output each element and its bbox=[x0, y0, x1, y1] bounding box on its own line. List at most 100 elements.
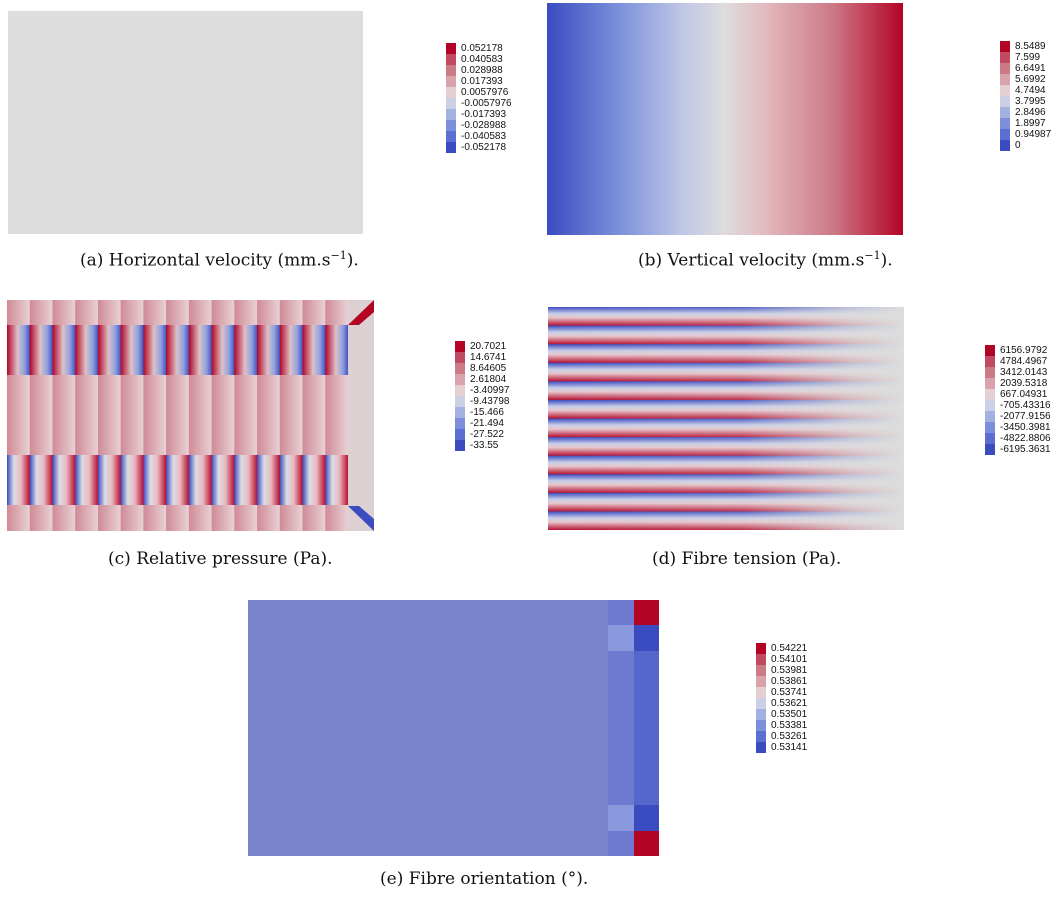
colorbar-tick-label: -3.40997 bbox=[470, 385, 510, 396]
colorbar-swatch bbox=[1000, 63, 1010, 74]
colorbar-swatch bbox=[1000, 85, 1010, 96]
pressure-cell bbox=[211, 505, 235, 531]
pressure-cell bbox=[143, 325, 167, 375]
pressure-cell bbox=[52, 425, 76, 455]
colorbar-swatch bbox=[455, 407, 465, 418]
pressure-cell bbox=[97, 425, 122, 455]
pressure-cell bbox=[7, 505, 31, 531]
pressure-cell bbox=[234, 425, 258, 455]
caption-d: (d) Fibre tension (Pa). bbox=[652, 549, 841, 569]
pressure-cell bbox=[143, 455, 167, 505]
pressure-cell bbox=[166, 505, 190, 531]
colorbar-tick-label: 0.017393 bbox=[461, 76, 503, 87]
colorbar-tick-label: 0.0057976 bbox=[461, 87, 509, 98]
pressure-cell bbox=[325, 375, 349, 425]
pressure-cell bbox=[279, 325, 304, 375]
pressure-cell bbox=[279, 455, 304, 505]
pressure-cell bbox=[302, 300, 326, 325]
colorbar-swatch bbox=[756, 720, 766, 731]
colorbar-tick-label: 0.040583 bbox=[461, 54, 503, 65]
colorbar-swatch bbox=[985, 433, 995, 444]
pressure-cell bbox=[257, 455, 281, 505]
pressure-cell bbox=[7, 425, 31, 455]
colorbar-tick-label: 3.7995 bbox=[1015, 96, 1046, 107]
colorbar-tick-label: -3450.3981 bbox=[1000, 422, 1051, 433]
colorbar-tick-label: 2.61804 bbox=[470, 374, 507, 385]
caption-a-sup: −1 bbox=[330, 249, 347, 262]
colorbar-swatch bbox=[756, 665, 766, 676]
colorbar-tick-label: -0.0057976 bbox=[461, 98, 512, 109]
pressure-cell bbox=[97, 455, 122, 505]
colorbar-tick-label: 5.6992 bbox=[1015, 74, 1046, 85]
colorbar-tick-label: -21.494 bbox=[470, 418, 504, 429]
pressure-cell bbox=[302, 325, 326, 375]
field-fibre-orientation bbox=[248, 600, 659, 856]
pressure-cell bbox=[75, 300, 99, 325]
orientation-plot bbox=[248, 600, 659, 856]
colorbar-swatch bbox=[446, 109, 456, 120]
pressure-cell bbox=[7, 455, 31, 505]
pressure-cell bbox=[257, 300, 281, 325]
pressure-cell bbox=[211, 375, 235, 425]
colorbar-tick-label: -0.017393 bbox=[461, 109, 507, 120]
colorbar-tick-label: 3412.0143 bbox=[1000, 367, 1048, 378]
pressure-cell bbox=[75, 425, 99, 455]
colorbar-swatch bbox=[985, 378, 995, 389]
pressure-cell bbox=[97, 375, 122, 425]
colorbar-swatch bbox=[455, 374, 465, 385]
colorbar-tick-label: 4784.4967 bbox=[1000, 356, 1048, 367]
tension-fade-overlay bbox=[548, 307, 904, 530]
pressure-cell bbox=[234, 455, 258, 505]
colorbar-tick-label: 0.53741 bbox=[771, 687, 808, 698]
pressure-cell bbox=[211, 300, 235, 325]
pressure-cell bbox=[143, 425, 167, 455]
pressure-cell bbox=[325, 325, 349, 375]
colorbar-tick-label: 1.8997 bbox=[1015, 118, 1046, 129]
colorbar-swatch bbox=[1000, 74, 1010, 85]
colorbar-swatch bbox=[1000, 52, 1010, 63]
colorbar-swatch bbox=[756, 742, 766, 753]
colorbar-tick-label: 6156.9792 bbox=[1000, 345, 1048, 356]
pressure-cell bbox=[279, 375, 304, 425]
colorbar-tick-label: -33.55 bbox=[470, 440, 499, 451]
pressure-cell bbox=[302, 505, 326, 531]
pressure-cell bbox=[257, 505, 281, 531]
pressure-cell bbox=[120, 300, 144, 325]
pressure-cell bbox=[143, 300, 167, 325]
colorbar-tick-label: 7.599 bbox=[1015, 52, 1041, 63]
colorbar-tick-label: -705.43316 bbox=[1000, 400, 1051, 411]
pressure-edge-column bbox=[348, 300, 374, 531]
pressure-corner-bottom bbox=[348, 506, 374, 531]
pressure-cell bbox=[7, 325, 31, 375]
colorbar-tick-label: 2.8496 bbox=[1015, 107, 1046, 118]
pressure-cell bbox=[325, 505, 349, 531]
pressure-cell bbox=[166, 325, 190, 375]
colorbar-swatch bbox=[756, 709, 766, 720]
caption-a-suffix: ). bbox=[346, 250, 359, 271]
colorbar-swatch bbox=[756, 676, 766, 687]
colorbar-swatch bbox=[455, 352, 465, 363]
pressure-cell bbox=[188, 455, 213, 505]
pressure-corner-top bbox=[348, 300, 374, 325]
pressure-cell bbox=[120, 425, 144, 455]
pressure-cell bbox=[279, 300, 304, 325]
pressure-cell bbox=[188, 300, 213, 325]
pressure-cell bbox=[166, 455, 190, 505]
colorbar-tick-label: -0.052178 bbox=[461, 142, 507, 153]
colorbar-swatch bbox=[985, 356, 995, 367]
colorbar-swatch bbox=[446, 54, 456, 65]
pressure-cell bbox=[325, 425, 349, 455]
orientation-cell bbox=[634, 625, 659, 651]
pressure-cell bbox=[52, 300, 76, 325]
colorbar-tick-label: 6.6491 bbox=[1015, 63, 1046, 74]
pressure-cell bbox=[188, 505, 213, 531]
pressure-cell bbox=[75, 505, 99, 531]
colorbar-tick-label: 14.6741 bbox=[470, 352, 507, 363]
colorbar-tick-label: 0 bbox=[1015, 140, 1021, 151]
colorbar-swatch bbox=[985, 411, 995, 422]
colorbar-swatch bbox=[455, 429, 465, 440]
colorbar-tick-label: 8.64605 bbox=[470, 363, 507, 374]
colorbar-tick-label: -0.028988 bbox=[461, 120, 507, 131]
colorbar-swatch bbox=[985, 345, 995, 356]
colorbar-swatch bbox=[985, 422, 995, 433]
